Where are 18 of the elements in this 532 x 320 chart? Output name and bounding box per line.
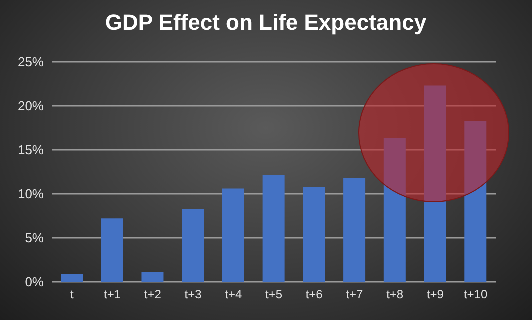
x-tick-label: t+10 bbox=[464, 288, 488, 302]
x-tick-label: t+1 bbox=[104, 288, 122, 302]
y-tick-label: 5% bbox=[25, 230, 44, 246]
x-tick-label: t+8 bbox=[386, 288, 404, 302]
x-tick-label: t+4 bbox=[225, 288, 242, 302]
y-tick-label: 25% bbox=[18, 54, 44, 70]
x-tick-label: t bbox=[70, 288, 75, 302]
chart-title: GDP Effect on Life Expectancy bbox=[104, 10, 428, 36]
x-tick-label: t+7 bbox=[346, 288, 364, 302]
x-tick-label: t+6 bbox=[306, 288, 324, 302]
y-tick-label: 20% bbox=[18, 98, 44, 114]
x-tick-label: t+2 bbox=[144, 288, 162, 302]
y-tick-label: 0% bbox=[25, 274, 44, 290]
y-tick-label: 15% bbox=[18, 142, 44, 158]
y-tick-label: 10% bbox=[18, 186, 44, 202]
x-tick-label: t+9 bbox=[426, 288, 444, 302]
x-tick-label: t+5 bbox=[265, 288, 283, 302]
x-tick-label: t+3 bbox=[184, 288, 202, 302]
